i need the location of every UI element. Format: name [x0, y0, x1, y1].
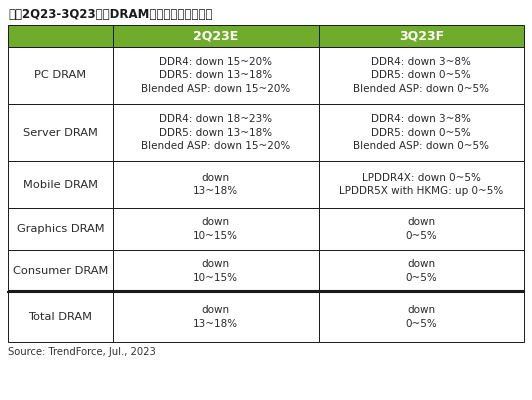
Text: 2Q23E: 2Q23E [193, 30, 238, 42]
Bar [8, 250, 113, 292]
Text: DDR4: down 3~8%
DDR5: down 0~5%
Blended ASP: down 0~5%: DDR4: down 3~8% DDR5: down 0~5% Blended … [353, 114, 489, 151]
Bar [8, 292, 113, 342]
Text: Mobile DRAM: Mobile DRAM [23, 180, 98, 190]
Bar [113, 25, 319, 47]
Bar [319, 104, 524, 161]
Text: down
13~18%: down 13~18% [193, 173, 238, 196]
Text: Consumer DRAM: Consumer DRAM [13, 266, 108, 276]
Bar [8, 47, 113, 104]
Text: down
13~18%: down 13~18% [193, 305, 238, 329]
Text: DDR4: down 15~20%
DDR5: down 13~18%
Blended ASP: down 15~20%: DDR4: down 15~20% DDR5: down 13~18% Blen… [141, 57, 290, 94]
Bar [319, 47, 524, 104]
Text: 集邦咨询: 集邦咨询 [298, 203, 352, 223]
Text: down
10~15%: down 10~15% [193, 259, 238, 283]
Bar [8, 208, 113, 250]
Bar [113, 292, 319, 342]
Bar [319, 161, 524, 208]
Bar [113, 104, 319, 161]
Bar [319, 208, 524, 250]
Text: Total DRAM: Total DRAM [29, 312, 93, 322]
Bar [113, 250, 319, 292]
Text: TrendForce: TrendForce [152, 181, 308, 205]
Bar [319, 25, 524, 47]
Bar [113, 161, 319, 208]
Text: down
0~5%: down 0~5% [405, 305, 437, 329]
Text: 3Q23F: 3Q23F [398, 30, 444, 42]
Bar [8, 104, 113, 161]
Text: down
10~15%: down 10~15% [193, 217, 238, 241]
Bar [319, 292, 524, 342]
Bar [113, 208, 319, 250]
Text: LPDDR4X: down 0~5%
LPDDR5X with HKMG: up 0~5%: LPDDR4X: down 0~5% LPDDR5X with HKMG: up… [339, 173, 503, 196]
Text: Server DRAM: Server DRAM [23, 128, 98, 138]
Bar [8, 25, 113, 47]
Text: down
0~5%: down 0~5% [405, 259, 437, 283]
Text: Graphics DRAM: Graphics DRAM [16, 224, 104, 234]
Bar [319, 250, 524, 292]
Text: DDR4: down 18~23%
DDR5: down 13~18%
Blended ASP: down 15~20%: DDR4: down 18~23% DDR5: down 13~18% Blen… [141, 114, 290, 151]
Text: PC DRAM: PC DRAM [35, 70, 87, 80]
Text: 表、2Q23-3Q23各类DRAM产品价格涨跌幅预测: 表、2Q23-3Q23各类DRAM产品价格涨跌幅预测 [8, 8, 212, 21]
Text: Source: TrendForce, Jul., 2023: Source: TrendForce, Jul., 2023 [8, 347, 156, 357]
Text: down
0~5%: down 0~5% [405, 217, 437, 241]
Bar [8, 161, 113, 208]
Text: DDR4: down 3~8%
DDR5: down 0~5%
Blended ASP: down 0~5%: DDR4: down 3~8% DDR5: down 0~5% Blended … [353, 57, 489, 94]
Bar [113, 47, 319, 104]
